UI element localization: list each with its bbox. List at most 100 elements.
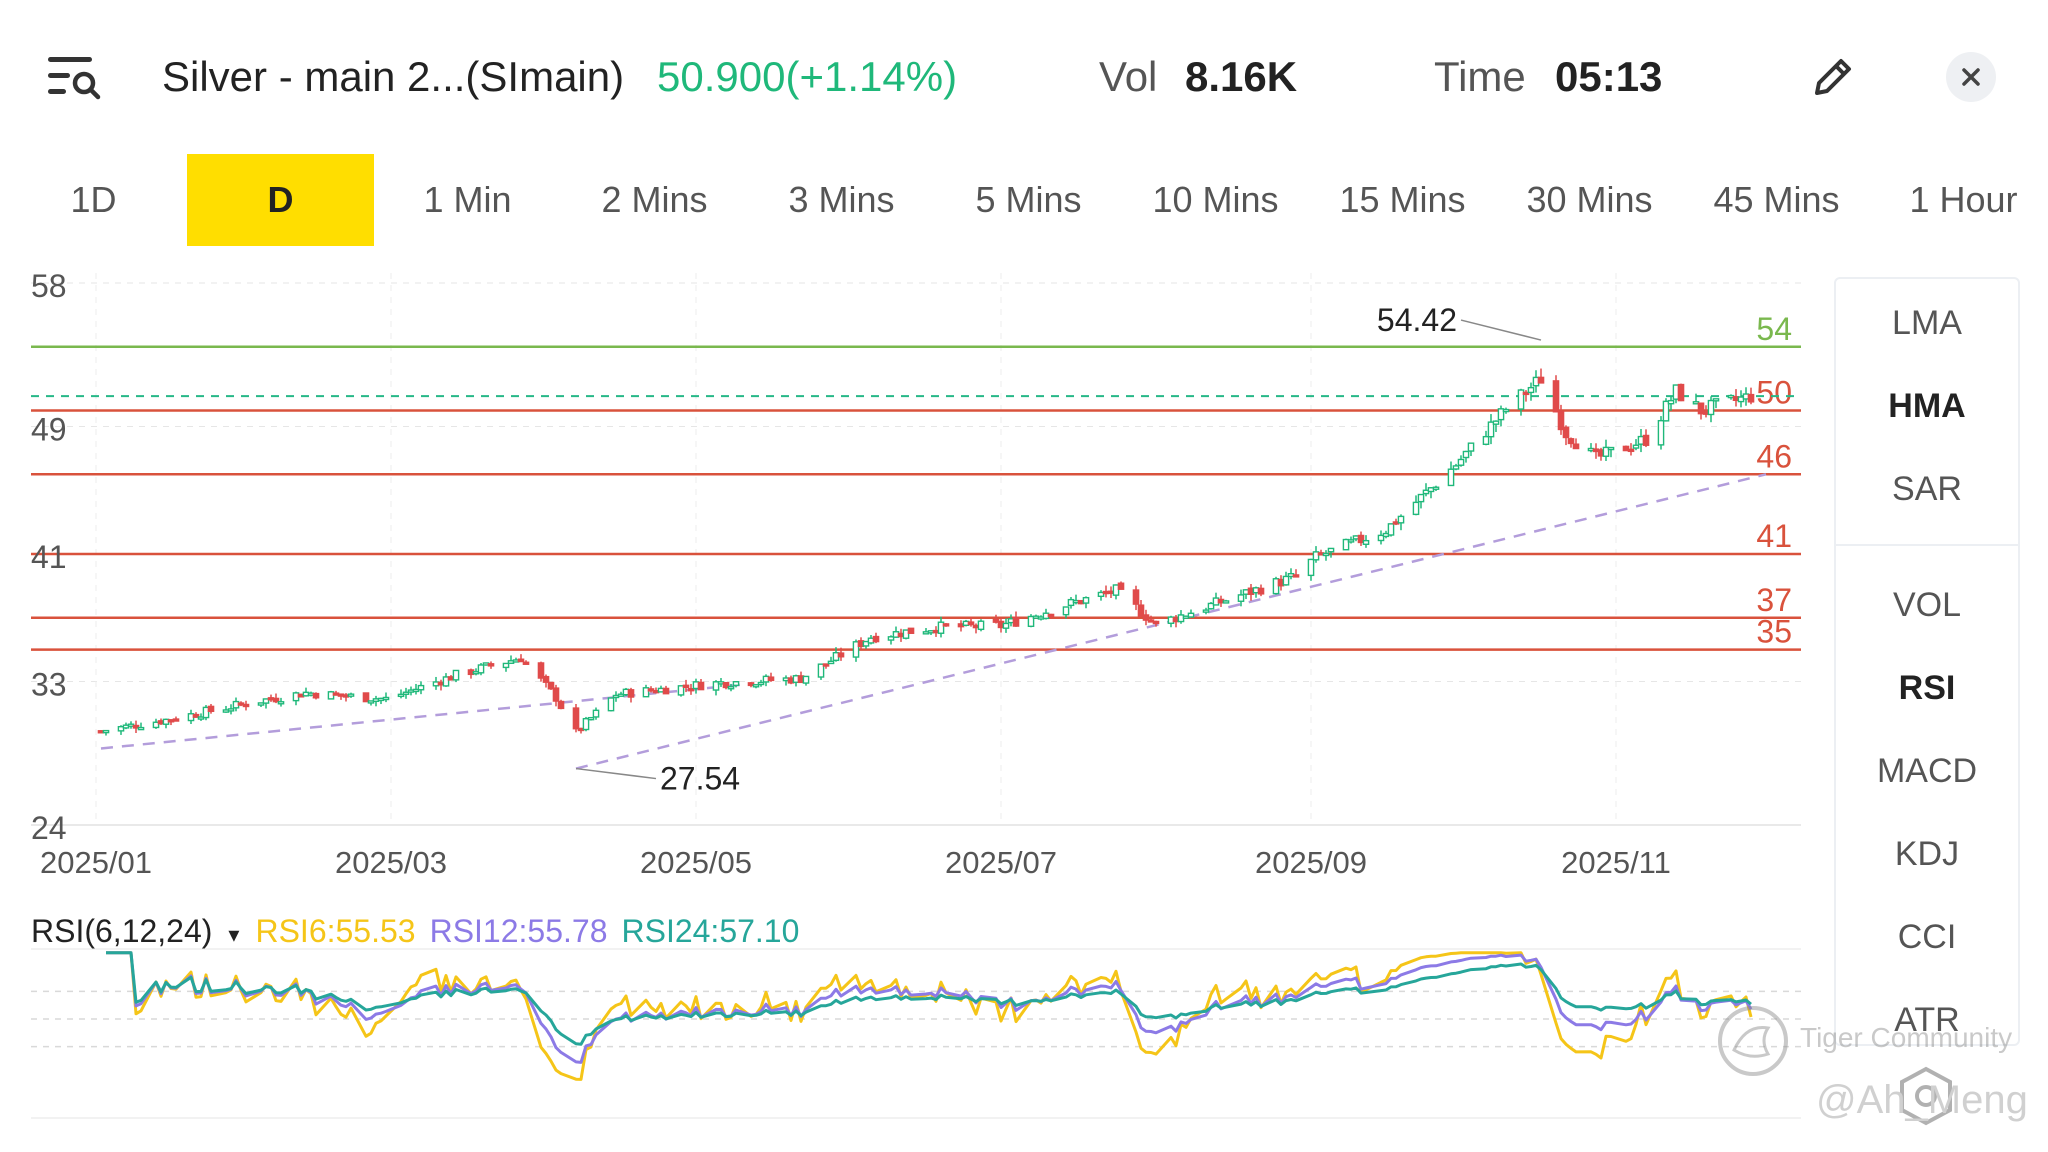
candle-body[interactable] <box>402 691 410 695</box>
candle-body[interactable] <box>262 698 270 704</box>
instrument-title[interactable]: Silver - main 2...(SImain) <box>162 53 625 100</box>
indicator-sar[interactable]: SAR <box>1892 470 1962 508</box>
tab-15-mins[interactable]: 15 Mins <box>1339 179 1466 220</box>
candle-body[interactable] <box>862 640 870 647</box>
indicator-rsi[interactable]: RSI <box>1898 669 1956 707</box>
candle-body[interactable] <box>1027 615 1035 628</box>
candle-body[interactable] <box>1082 596 1090 604</box>
candle-body[interactable] <box>1257 587 1265 595</box>
candle-body[interactable] <box>1642 434 1650 446</box>
candle-body[interactable] <box>732 681 740 687</box>
candle-body[interactable] <box>242 703 250 708</box>
candle-body[interactable] <box>1112 584 1120 596</box>
candle-body[interactable] <box>1152 620 1160 625</box>
candle-body[interactable] <box>1492 420 1500 425</box>
trendline-1[interactable] <box>100 683 742 750</box>
candle-body[interactable] <box>1047 613 1055 618</box>
candle-body[interactable] <box>1347 539 1355 543</box>
indicator-cci[interactable]: CCI <box>1897 918 1957 956</box>
candle-body[interactable] <box>1207 602 1215 610</box>
candle-body[interactable] <box>1362 539 1370 545</box>
candle-body[interactable] <box>697 681 705 691</box>
candle-body[interactable] <box>592 709 600 718</box>
candle-body[interactable] <box>627 689 635 698</box>
candle-body[interactable] <box>1447 468 1455 487</box>
candle-body[interactable] <box>362 692 370 703</box>
candle-body[interactable] <box>722 681 730 689</box>
candle-body[interactable] <box>817 663 825 678</box>
candle-body[interactable] <box>937 621 945 634</box>
candle-body[interactable] <box>452 669 460 681</box>
candle-body[interactable] <box>1677 383 1685 402</box>
candle-body[interactable] <box>1622 445 1630 452</box>
candle-body[interactable] <box>1522 391 1530 396</box>
candle-body[interactable] <box>827 660 835 665</box>
candle-body[interactable] <box>1497 408 1505 421</box>
candle-body[interactable] <box>1632 444 1640 449</box>
candle-body[interactable] <box>257 702 265 706</box>
candle-body[interactable] <box>1462 450 1470 459</box>
candle-body[interactable] <box>607 697 615 712</box>
candle-body[interactable] <box>172 718 180 722</box>
candle-body[interactable] <box>647 688 655 692</box>
candle-body[interactable] <box>1517 389 1525 410</box>
candle-body[interactable] <box>1377 534 1385 542</box>
candle-body[interactable] <box>1327 547 1335 553</box>
candle-body[interactable] <box>382 696 390 701</box>
candle-body[interactable] <box>1482 435 1490 445</box>
candle-body[interactable] <box>1562 426 1570 439</box>
tab-3-mins[interactable]: 3 Mins <box>788 179 895 220</box>
candle-body[interactable] <box>347 693 355 697</box>
candle-body[interactable] <box>522 661 530 665</box>
tab-2-mins[interactable]: 2 Mins <box>601 179 708 220</box>
candle-body[interactable] <box>272 697 280 703</box>
candle-body[interactable] <box>1282 575 1290 586</box>
candle-body[interactable] <box>767 676 775 682</box>
candle-body[interactable] <box>1222 600 1230 604</box>
candle-body[interactable] <box>1662 400 1670 422</box>
tab-d[interactable]: D <box>187 154 374 246</box>
candle-body[interactable] <box>1002 622 1010 629</box>
candle-body[interactable] <box>1572 443 1580 450</box>
candle-body[interactable] <box>887 636 895 641</box>
pencil-icon[interactable] <box>1808 52 1858 102</box>
candle-body[interactable] <box>1467 442 1475 452</box>
candle-body[interactable] <box>1697 402 1705 415</box>
candle-body[interactable] <box>1607 446 1615 451</box>
indicator-lma[interactable]: LMA <box>1892 304 1962 342</box>
indicator-hma[interactable]: HMA <box>1888 387 1966 425</box>
candle-body[interactable] <box>137 726 145 731</box>
candle-body[interactable] <box>712 681 720 691</box>
candle-body[interactable] <box>397 693 405 698</box>
candle-body[interactable] <box>662 687 670 695</box>
candle-body[interactable] <box>1342 538 1350 551</box>
tab-1d[interactable]: 1D <box>70 179 117 220</box>
candle-body[interactable] <box>1142 614 1150 621</box>
candle-body[interactable] <box>872 635 880 643</box>
candle-body[interactable] <box>557 700 565 710</box>
tab-10-mins[interactable]: 10 Mins <box>1152 179 1279 220</box>
candle-body[interactable] <box>1502 408 1510 413</box>
candle-body[interactable] <box>1322 552 1330 557</box>
candle-body[interactable] <box>1627 448 1635 453</box>
candle-body[interactable] <box>1667 399 1675 405</box>
candle-body[interactable] <box>1432 486 1440 490</box>
candle-body[interactable] <box>547 681 555 690</box>
candle-body[interactable] <box>1312 551 1320 561</box>
candle-body[interactable] <box>1457 458 1465 466</box>
candle-body[interactable] <box>227 708 235 712</box>
candle-body[interactable] <box>542 675 550 683</box>
close-icon[interactable] <box>1946 52 1996 102</box>
tab-45-mins[interactable]: 45 Mins <box>1713 179 1840 220</box>
candle-body[interactable] <box>1062 606 1070 616</box>
candle-body[interactable] <box>1132 589 1140 605</box>
candle-body[interactable] <box>552 687 560 702</box>
candle-body[interactable] <box>1657 419 1665 446</box>
candle-body[interactable] <box>502 662 510 669</box>
candle-body[interactable] <box>682 684 690 689</box>
candle-body[interactable] <box>677 685 685 696</box>
candle-body[interactable] <box>117 725 125 732</box>
candle-body[interactable] <box>417 684 425 691</box>
candle-body[interactable] <box>1117 582 1125 590</box>
tab-5-mins[interactable]: 5 Mins <box>975 179 1082 220</box>
